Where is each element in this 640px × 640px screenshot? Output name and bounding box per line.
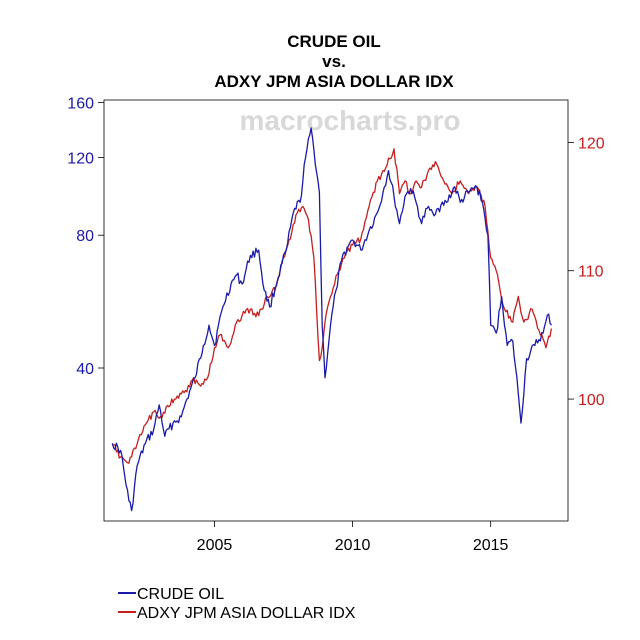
left-tick-label: 80: [76, 228, 94, 245]
x-tick-label: 2010: [335, 537, 371, 554]
left-tick-label: 160: [67, 95, 94, 112]
plot-area: [103, 99, 569, 522]
x-tick-label: 2005: [197, 537, 233, 554]
chart-title-line-1: CRUDE OIL: [287, 32, 381, 51]
chart-title-line-2: vs.: [322, 52, 346, 71]
chart-title-line-3: ADXY JPM ASIA DOLLAR IDX: [214, 72, 454, 91]
watermark: macrocharts.pro: [240, 105, 461, 136]
legend: CRUDE OIL ADXY JPM ASIA DOLLAR IDX: [118, 586, 356, 622]
right-tick-label: 110: [578, 264, 604, 281]
x-tick-label: 2015: [473, 537, 509, 554]
legend-label-crude-oil: CRUDE OIL: [137, 586, 224, 603]
left-axis: 40 80 120 160: [67, 95, 104, 378]
series-layer: [111, 127, 553, 512]
left-tick-label: 120: [67, 151, 94, 168]
right-tick-label: 120: [578, 135, 605, 152]
series-line-adxy: [111, 148, 553, 464]
legend-label-adxy: ADXY JPM ASIA DOLLAR IDX: [137, 605, 356, 622]
right-tick-label: 100: [578, 392, 605, 409]
x-axis: 2005 2010 2015: [197, 521, 509, 554]
right-axis: 100 110 120: [568, 135, 605, 409]
series-line-crude-oil: [111, 127, 552, 512]
left-tick-label: 40: [76, 361, 94, 378]
